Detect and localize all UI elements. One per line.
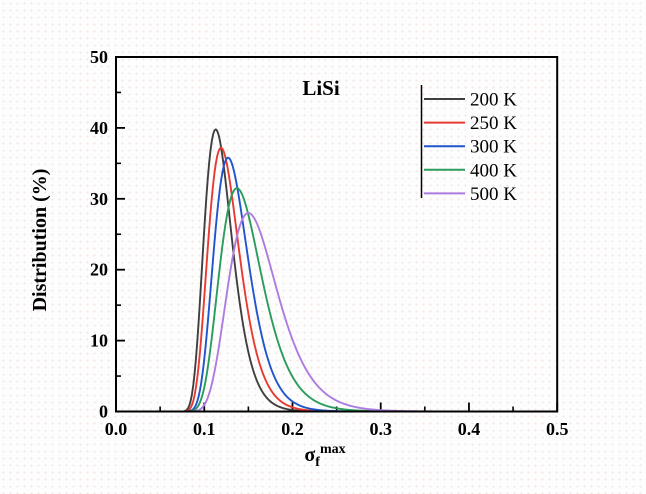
x-tick-label: 0.3 [369,419,392,439]
x-tick-label: 0.5 [546,419,569,439]
x-axis-label-subscript: f [315,455,320,470]
curve-500k [168,212,557,413]
legend-item-300k: 300 K [424,137,517,158]
legend-label: 500 K [470,184,517,205]
y-tick-label: 10 [90,331,108,351]
legend-item-200k: 200 K [424,90,517,111]
legend-item-500k: 500 K [424,184,517,205]
y-tick-label: 50 [90,47,108,67]
legend-item-400k: 400 K [424,160,517,181]
y-tick-label: 20 [90,260,108,280]
x-tick-label: 0.4 [458,419,481,439]
curve-400k [168,187,557,413]
legend-label: 400 K [470,160,517,181]
x-tick-labels: 0.0 0.1 0.2 0.3 0.4 0.5 [105,419,569,439]
x-axis-label: σfmax [304,442,345,470]
legend-label: 200 K [470,90,517,111]
y-tick-labels: 0 10 20 30 40 50 [90,47,108,422]
plot-frame [115,56,559,413]
x-axis-label-sigma: σ [304,444,315,466]
x-tick-label: 0.1 [193,419,216,439]
legend-label: 300 K [470,137,517,158]
x-tick-label: 0.2 [281,419,304,439]
y-tick-label: 30 [90,189,108,209]
y-axis-label: Distribution (%) [29,169,51,312]
x-axis-label-superscript: max [320,442,346,457]
y-tick-label: 40 [90,118,108,138]
x-tick-label: 0.0 [105,419,128,439]
y-tick-label: 0 [99,402,108,422]
chart-title: LiSi [302,76,340,100]
legend-label: 250 K [470,113,517,134]
legend-item-250k: 250 K [424,113,517,134]
